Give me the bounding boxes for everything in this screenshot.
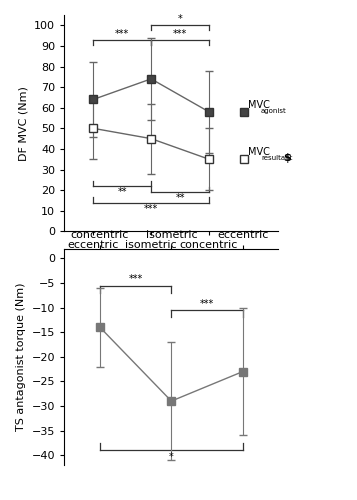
Text: ***: *** bbox=[129, 274, 143, 284]
Text: MVC: MVC bbox=[248, 147, 270, 157]
Y-axis label: DF MVC (Nm): DF MVC (Nm) bbox=[19, 86, 29, 160]
Text: *: * bbox=[169, 452, 174, 462]
Text: ***: *** bbox=[144, 204, 158, 214]
Text: **: ** bbox=[175, 193, 185, 203]
Text: MVC: MVC bbox=[248, 100, 270, 110]
Text: $: $ bbox=[283, 154, 291, 164]
Text: ***: *** bbox=[115, 28, 129, 38]
Text: *: * bbox=[178, 14, 182, 24]
Text: agonist: agonist bbox=[261, 108, 287, 114]
Text: resultant: resultant bbox=[261, 156, 292, 162]
Y-axis label: TS antagonist torque (Nm): TS antagonist torque (Nm) bbox=[16, 282, 26, 431]
Text: ***: *** bbox=[173, 28, 187, 38]
Text: ***: *** bbox=[200, 298, 214, 308]
Text: **: ** bbox=[117, 187, 127, 197]
